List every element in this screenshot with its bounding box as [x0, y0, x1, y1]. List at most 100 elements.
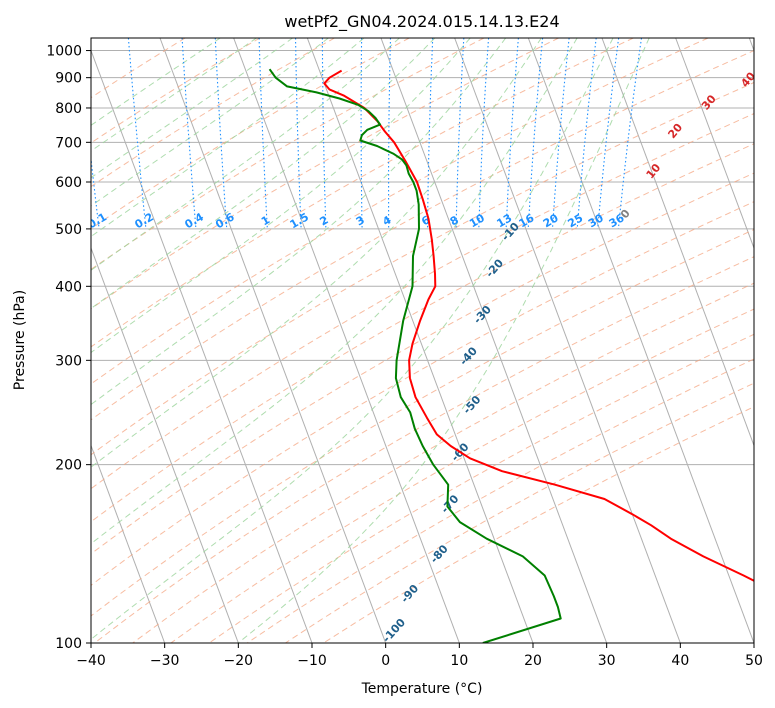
mixing-ratio-label: 0.4	[182, 210, 206, 231]
x-tick-label: 30	[598, 653, 616, 669]
x-tick-label: 40	[671, 653, 689, 669]
sounding-profiles	[268, 68, 754, 643]
x-tick-label: 50	[745, 653, 763, 669]
mixing-ratio-line	[181, 38, 197, 229]
moist-adiabat-line	[91, 38, 293, 179]
dewpoint-profile-line	[268, 68, 562, 643]
mixing-ratio-label: 10	[467, 211, 487, 230]
dry-adiabat-line	[285, 382, 754, 643]
y-tick-label: 300	[55, 353, 82, 369]
x-tick-label: −20	[224, 653, 254, 669]
dry-adiabat-label: -80	[428, 542, 451, 566]
moist-adiabat-line	[91, 38, 614, 641]
mixing-ratio-line	[258, 38, 268, 229]
mixing-ratio-line	[551, 38, 570, 229]
dry-adiabat-line	[132, 282, 754, 643]
dry-adiabat-line	[91, 113, 754, 490]
dry-adiabat-line	[246, 358, 754, 643]
moist-adiabat-line	[91, 38, 257, 152]
dry-adiabat-line	[91, 172, 754, 555]
dry-adiabat-line	[91, 50, 754, 421]
moist-adiabat-line	[91, 38, 542, 468]
mixing-ratio-line	[127, 38, 147, 229]
dry-adiabat-label: -30	[471, 303, 494, 327]
y-axis: 100 200 300 400 500 600 700 800 900 1000	[46, 44, 91, 652]
moist-adiabat-line	[91, 38, 578, 545]
x-axis-title: Temperature (°C)	[361, 681, 483, 697]
moist-adiabat-label: 10	[644, 161, 664, 181]
isotherm-line	[601, 38, 754, 447]
moist-adiabat-label: 40	[738, 69, 758, 89]
y-tick-label: 500	[55, 222, 82, 238]
y-axis-title: Pressure (hPa)	[12, 290, 28, 390]
mixing-ratio-line	[455, 38, 465, 229]
dry-adiabat-line	[91, 228, 754, 617]
x-tick-label: −40	[76, 653, 106, 669]
x-axis: −40 −30 −20 −10 0 10 20 30 40 50	[76, 643, 763, 669]
isotherm-line	[675, 38, 754, 250]
mixing-ratio-line	[597, 38, 620, 229]
y-tick-label: 700	[55, 135, 82, 151]
y-tick-label: 100	[55, 636, 82, 652]
y-tick-label: 800	[55, 101, 82, 117]
mixing-ratio-line	[478, 38, 490, 229]
y-tick-label: 900	[55, 71, 82, 87]
y-tick-label: 200	[55, 458, 82, 474]
dry-adiabat-line	[91, 201, 754, 586]
isotherm-line	[233, 38, 460, 643]
plot-frame	[90, 37, 755, 644]
y-tick-label: 400	[55, 279, 82, 295]
y-tick-label: 600	[55, 175, 82, 191]
isotherm-line	[454, 38, 681, 643]
mixing-ratio-label: 1.5	[288, 210, 311, 231]
background-lines	[91, 38, 754, 643]
mixing-ratio-line	[388, 38, 392, 229]
isotherm-line	[159, 38, 387, 643]
line-labels: 0.1 0.2 0.4 0.6 1 1.5 2 3 4 6 8 10 13 16 20 25 30 36-100-…	[86, 69, 758, 645]
dry-adiabat-line	[208, 333, 754, 643]
dry-adiabat-label: -100	[380, 616, 408, 645]
mixing-ratio-label: 20	[541, 211, 561, 230]
mixing-ratio-label: 1	[259, 213, 272, 228]
moist-adiabat-line	[91, 38, 221, 126]
mixing-ratio-label: 4	[380, 213, 393, 228]
mixing-ratio-line	[91, 154, 100, 229]
mixing-ratio-line	[527, 38, 544, 229]
x-tick-label: −10	[297, 653, 327, 669]
isotherm-line	[306, 38, 534, 643]
moist-adiabat-line	[91, 38, 507, 406]
dry-adiabat-line	[91, 38, 485, 270]
mixing-ratio-line	[360, 38, 363, 229]
dry-adiabat-line	[91, 38, 559, 310]
moist-adiabat-line	[91, 38, 471, 354]
moist-adiabat-line	[237, 38, 650, 643]
mixing-ratio-label: 0.6	[213, 210, 237, 231]
dry-adiabat-line	[91, 81, 754, 456]
y-tick-label: 1000	[46, 44, 82, 60]
dry-adiabat-label: -50	[460, 393, 483, 417]
mixing-ratio-label: 2	[318, 213, 331, 228]
isotherm-line	[91, 49, 313, 643]
dry-adiabat-line	[91, 143, 754, 523]
moist-adiabat-line	[91, 38, 365, 238]
dry-adiabat-line	[323, 406, 754, 643]
isotherm-line	[748, 38, 754, 52]
mixing-ratio-label: 0.1	[86, 210, 109, 231]
dry-adiabat-line	[91, 38, 335, 188]
isotherm-line	[527, 38, 754, 643]
moist-adiabat-line	[91, 38, 329, 207]
dry-adiabat-line	[91, 38, 709, 385]
isotherm-line	[91, 246, 239, 643]
moist-adiabat-line	[91, 38, 400, 271]
x-tick-label: 20	[524, 653, 542, 669]
mixing-ratio-line	[617, 38, 643, 229]
mixing-ratio-label: 3	[354, 213, 367, 228]
chart-title: wetPf2_GN04.2024.015.14.13.E24	[284, 12, 559, 32]
moist-adiabat-label: 20	[665, 121, 685, 141]
x-tick-label: −30	[150, 653, 180, 669]
x-tick-label: 10	[450, 653, 468, 669]
mixing-ratio-line	[576, 38, 597, 229]
mixing-ratio-line	[321, 38, 327, 229]
isotherm-line	[91, 444, 166, 643]
